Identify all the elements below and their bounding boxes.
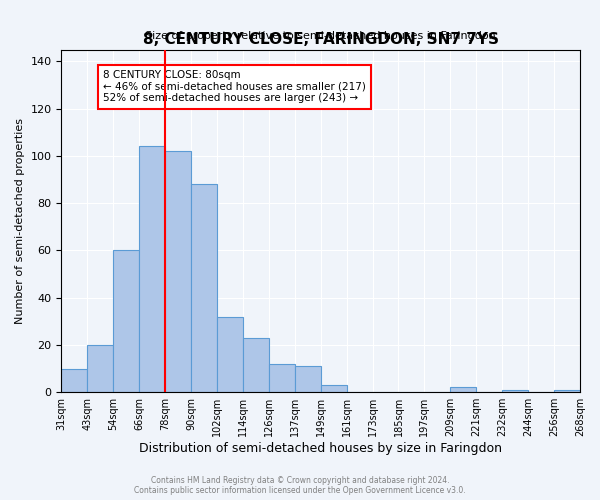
Bar [61, 368, 88, 392]
Text: Size of property relative to semi-detached houses in Faringdon: Size of property relative to semi-detach… [145, 31, 496, 41]
Bar [113, 250, 139, 392]
Text: 8 CENTURY CLOSE: 80sqm
← 46% of semi-detached houses are smaller (217)
52% of se: 8 CENTURY CLOSE: 80sqm ← 46% of semi-det… [103, 70, 366, 103]
Bar [243, 338, 269, 392]
Bar [502, 390, 528, 392]
Title: 8, CENTURY CLOSE, FARINGDON, SN7 7YS: 8, CENTURY CLOSE, FARINGDON, SN7 7YS [143, 32, 499, 47]
Bar [269, 364, 295, 392]
Bar [88, 345, 113, 392]
Bar [554, 390, 580, 392]
Bar [165, 151, 191, 392]
X-axis label: Distribution of semi-detached houses by size in Faringdon: Distribution of semi-detached houses by … [139, 442, 502, 455]
Bar [139, 146, 165, 392]
Bar [295, 366, 321, 392]
Bar [321, 385, 347, 392]
Text: Contains HM Land Registry data © Crown copyright and database right 2024.
Contai: Contains HM Land Registry data © Crown c… [134, 476, 466, 495]
Bar [451, 388, 476, 392]
Bar [191, 184, 217, 392]
Bar [217, 316, 243, 392]
Y-axis label: Number of semi-detached properties: Number of semi-detached properties [15, 118, 25, 324]
